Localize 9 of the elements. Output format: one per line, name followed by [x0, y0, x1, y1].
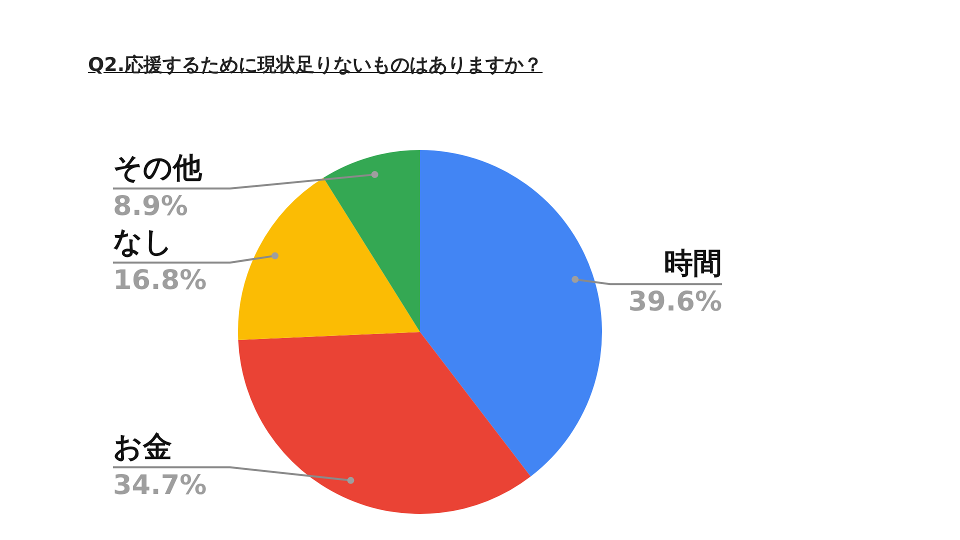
data-label: 34.7%	[113, 470, 207, 501]
slice-label: お金	[113, 429, 172, 464]
slice-label: なし	[113, 224, 173, 259]
data-label: 16.8%	[113, 265, 207, 296]
slice-label: 時間	[664, 246, 722, 280]
slice-label: その他	[113, 150, 203, 185]
data-label: 39.6%	[628, 286, 722, 318]
data-label: 8.9%	[113, 191, 188, 222]
chart-title: Q2.応援するために現状足りないものはありますか？	[88, 53, 543, 78]
